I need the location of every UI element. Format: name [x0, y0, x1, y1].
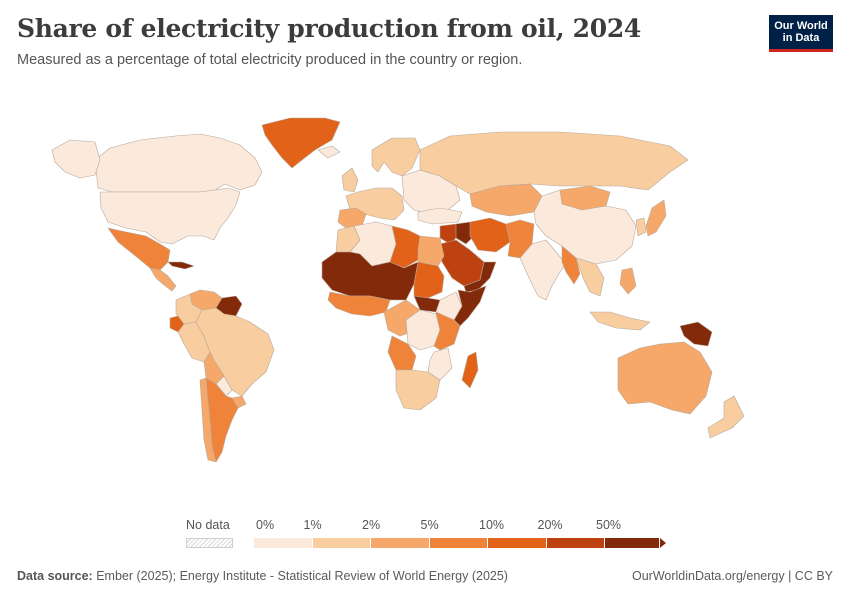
map-region-korea[interactable] [635, 217, 647, 237]
legend-swatch[interactable] [254, 538, 313, 548]
map-region-sudan[interactable] [413, 261, 445, 299]
legend-tick-label: 20% [537, 518, 563, 532]
map-region-papua-new-guinea[interactable] [679, 321, 713, 347]
world-map [51, 117, 745, 463]
map-region-central-america[interactable] [149, 267, 177, 292]
legend-arrow-tip [659, 538, 666, 548]
map-region-canada[interactable] [94, 133, 263, 193]
legend-swatch[interactable] [605, 538, 660, 548]
legend-swatch[interactable] [312, 538, 371, 548]
legend-tick-label: 0% [256, 518, 275, 532]
data-source: Data source: Ember (2025); Energy Instit… [17, 569, 508, 583]
map-region-chile[interactable] [199, 377, 217, 463]
owid-logo[interactable]: Our World in Data [769, 15, 833, 52]
map-region-philippines[interactable] [619, 267, 637, 295]
map-region-scandinavia[interactable] [371, 137, 421, 177]
map-region-russia[interactable] [419, 131, 689, 195]
map-region-east-africa[interactable] [433, 311, 461, 351]
footer-credit-link[interactable]: OurWorldinData.org/energy | CC BY [631, 569, 833, 583]
data-source-label: Data source: [17, 569, 93, 583]
chart-title: Share of electricity production from oil… [17, 14, 642, 43]
map-region-madagascar[interactable] [461, 351, 479, 389]
legend-swatch[interactable] [488, 538, 547, 548]
map-region-united-states[interactable] [99, 187, 241, 245]
map-region-australia[interactable] [617, 341, 713, 415]
map-region-new-zealand[interactable] [707, 395, 745, 439]
map-region-mozambique[interactable] [427, 347, 453, 381]
map-region-turkey[interactable] [417, 207, 463, 225]
map-region-libya[interactable] [389, 225, 421, 269]
map-region-indonesia[interactable] [589, 311, 651, 331]
legend-tick-label: 10% [479, 518, 505, 532]
map-region-greenland[interactable] [261, 117, 341, 169]
map-region-china[interactable] [533, 189, 637, 265]
map-region-southern-africa[interactable] [395, 369, 441, 411]
map-region-egypt[interactable] [417, 235, 445, 267]
legend-tick-label: 5% [420, 518, 439, 532]
logo-line-1: Our World [774, 20, 828, 32]
legend-swatch[interactable] [429, 538, 488, 548]
map-region-alaska[interactable] [51, 139, 101, 179]
legend-swatch[interactable] [546, 538, 605, 548]
map-region-india[interactable] [519, 239, 567, 301]
legend-swatch[interactable] [371, 538, 430, 548]
map-region-japan[interactable] [645, 199, 667, 237]
legend-no-data-label: No data [186, 518, 230, 532]
legend-no-data-swatch [186, 538, 233, 548]
map-region-west-africa[interactable] [327, 291, 391, 317]
map-region-iran[interactable] [469, 217, 511, 253]
legend-tick-label: 1% [303, 518, 322, 532]
map-region-iceland[interactable] [317, 145, 341, 159]
map-region-cuba[interactable] [167, 261, 195, 270]
map-region-mexico[interactable] [107, 227, 171, 271]
map-region-southeast-asia[interactable] [575, 257, 605, 297]
chart-subtitle: Measured as a percentage of total electr… [17, 52, 523, 68]
logo-line-2: in Data [782, 32, 820, 44]
legend-tick-label: 2% [362, 518, 381, 532]
legend-tick-label: 50% [596, 518, 622, 532]
map-region-united-kingdom[interactable] [341, 167, 359, 193]
data-source-text: Ember (2025); Energy Institute - Statist… [96, 569, 508, 583]
